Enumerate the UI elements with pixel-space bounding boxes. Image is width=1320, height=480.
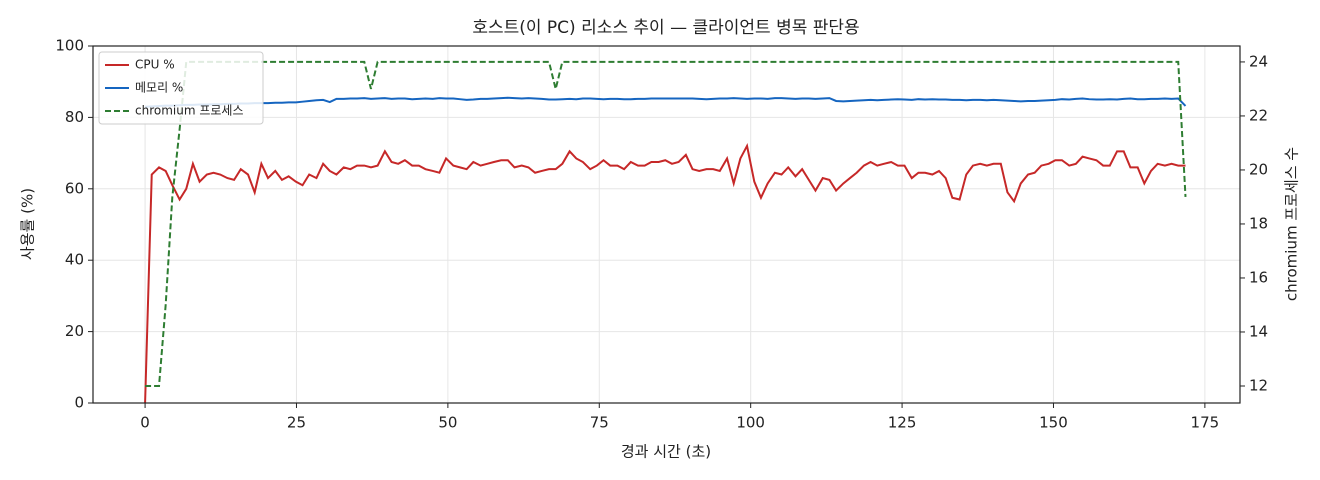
y2-tick-label: 22 (1249, 106, 1268, 124)
y2-tick-label: 20 (1249, 160, 1268, 178)
series-line (145, 60, 1187, 387)
x-tick-label: 75 (590, 414, 609, 432)
y-tick-label: 80 (65, 108, 84, 126)
y-tick-label: 60 (65, 179, 84, 197)
y-tick-label: 40 (65, 251, 84, 269)
series-line (145, 96, 1187, 108)
y2-tick-label: 16 (1249, 268, 1268, 286)
plot-frame (92, 45, 1241, 404)
x-tick-label: 50 (438, 414, 457, 432)
x-axis-label: 경과 시간 (초) (621, 443, 711, 461)
x-tick-label: 125 (888, 414, 917, 432)
y2-tick-label: 24 (1249, 52, 1268, 70)
x-tick-label: 175 (1191, 414, 1220, 432)
x-tick-label: 0 (140, 414, 150, 432)
legend-label: chromium 프로세스 (135, 104, 244, 118)
y-tick-label: 100 (55, 37, 84, 55)
x-tick-label: 150 (1039, 414, 1068, 432)
legend-label: 메모리 % (135, 81, 183, 95)
x-tick-label: 100 (736, 414, 765, 432)
legend: CPU % 메모리 % chromium 프로세스 (98, 51, 264, 125)
x-tick-label: 25 (287, 414, 306, 432)
y-tick-label: 20 (65, 322, 84, 340)
y-axis-label: 사용률 (%) (19, 188, 37, 260)
y-tick-label: 0 (74, 394, 84, 412)
y2-axis-label: chromium 프로세스 수 (1283, 147, 1301, 301)
legend-label: CPU % (135, 58, 175, 72)
y2-tick-label: 18 (1249, 214, 1268, 232)
y2-tick-label: 12 (1249, 376, 1268, 394)
series-line (144, 143, 1186, 404)
y2-tick-label: 14 (1249, 322, 1268, 340)
chart-title: 호스트(이 PC) 리소스 추이 — 클라이언트 병목 판단용 (472, 18, 859, 38)
legend-box (98, 51, 264, 125)
